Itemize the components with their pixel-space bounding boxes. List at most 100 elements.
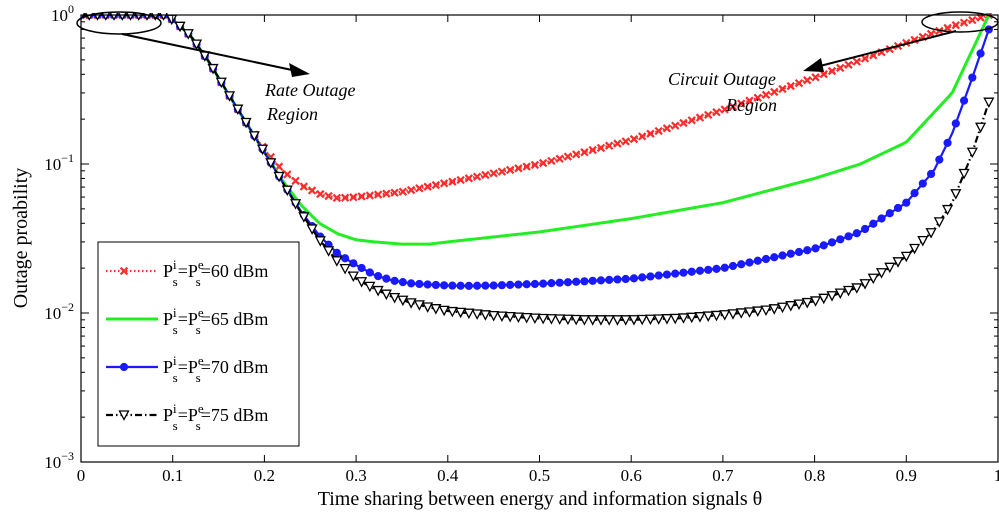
series-3-marker (702, 311, 714, 322)
series-2-marker (704, 265, 713, 274)
series-3-marker (182, 29, 194, 40)
series-0-marker (629, 134, 639, 144)
series-2-marker (786, 249, 795, 258)
y-tick-label: 100 (51, 2, 74, 25)
series-2-marker (943, 138, 952, 147)
series-3-marker (248, 131, 260, 142)
series-3-marker (438, 305, 450, 317)
series-3-marker (603, 315, 615, 326)
series-2-marker (968, 73, 977, 82)
series-3-marker (298, 212, 310, 223)
series-1 (81, 13, 991, 246)
series-3-marker (933, 217, 945, 228)
series-2-marker (473, 281, 482, 290)
series-2-marker (918, 179, 927, 188)
series-3-marker (496, 311, 508, 323)
series-3-marker (892, 257, 904, 268)
rate-outage-label: Rate Outage (264, 80, 355, 100)
series-2-marker (860, 224, 870, 234)
y-axis-label: Outage proability (10, 168, 32, 309)
annotations: Rate Outage Region Circuit Outage Region (76, 11, 999, 124)
series-2-marker (415, 279, 424, 289)
series-2-marker (712, 264, 721, 273)
series-2-marker (497, 281, 507, 290)
y-tick-label: 10−2 (44, 300, 74, 323)
series-2-marker (869, 219, 878, 228)
series-0-marker (448, 177, 457, 186)
series-3-marker (273, 171, 285, 183)
series-2-marker (671, 269, 680, 278)
series-0-marker (827, 66, 837, 76)
series-3-marker (223, 91, 236, 102)
series-2-marker (885, 209, 894, 218)
legend-item: Pi s=Pe s=75 dBm (106, 401, 268, 433)
series-2-marker (836, 235, 845, 244)
series-2-marker (877, 214, 886, 223)
circuit-outage-ellipse (921, 11, 999, 33)
series-0-marker (555, 154, 564, 163)
legend-marker (119, 266, 129, 276)
series-2-marker (481, 281, 490, 290)
series-3-marker (314, 236, 326, 247)
series-3-marker (677, 313, 690, 324)
x-tick-label: 0 (77, 466, 86, 485)
series-3-marker (669, 313, 681, 325)
series-0-marker (423, 182, 432, 191)
series-0-marker (291, 176, 300, 186)
series-0-marker (852, 57, 861, 66)
x-tick-label: 0.9 (896, 466, 917, 485)
series-2-marker (902, 198, 911, 207)
series-0-marker (704, 110, 713, 120)
series-2-marker (580, 277, 589, 286)
circuit-outage-arrowhead (803, 58, 824, 72)
series-0-marker (588, 145, 597, 155)
series-3-marker (521, 312, 533, 324)
series-2-marker (547, 279, 556, 288)
series-2-marker (679, 268, 688, 277)
series-3-marker (488, 310, 500, 322)
series-3-marker (265, 158, 277, 169)
legend-item: Pi s=Pe s=60 dBm (106, 257, 268, 289)
series-3-marker (793, 299, 805, 311)
series-line-1 (81, 13, 991, 246)
series-3-marker (405, 298, 417, 309)
legend-item: Pi s=Pe s=65 dBm (106, 305, 268, 337)
series-0-marker (786, 81, 795, 91)
series-2-marker (646, 272, 655, 281)
x-tick-label: 0.3 (345, 466, 366, 485)
series-0-marker (307, 186, 317, 195)
series-0-marker (481, 170, 490, 180)
series-2-marker (770, 253, 779, 262)
series-3-marker (653, 314, 665, 325)
series-0-marker (274, 162, 284, 171)
series-2-marker (398, 278, 407, 287)
series-0-marker (365, 191, 375, 200)
series-2-marker (563, 278, 573, 287)
series-2-marker (440, 281, 449, 290)
series-2-marker (951, 119, 960, 128)
series-2-marker (687, 267, 696, 276)
series-3-marker (289, 199, 302, 210)
series-2-marker (794, 247, 804, 257)
series-0-marker (596, 143, 606, 153)
series-2-marker (349, 259, 358, 268)
series-2-marker (819, 241, 828, 250)
series-2-marker (629, 274, 639, 283)
series-3-marker (917, 235, 929, 247)
series-0-marker (316, 189, 325, 199)
series-0-marker (687, 116, 696, 125)
series-2-marker (613, 275, 622, 284)
series-2-marker (464, 281, 473, 290)
series-3-marker (966, 147, 978, 159)
series-3-marker (389, 292, 401, 304)
series-3-marker (356, 277, 368, 288)
y-tick-label: 10−3 (44, 449, 74, 472)
series-0-marker (357, 192, 366, 201)
series-layer (81, 13, 995, 326)
legend-label: Pi s=Pe s=60 dBm (163, 257, 268, 289)
series-0-marker (283, 170, 292, 179)
series-0-marker (349, 193, 358, 202)
series-0-marker (398, 187, 408, 196)
series-3-marker (413, 300, 425, 311)
series-0-marker (836, 63, 845, 73)
